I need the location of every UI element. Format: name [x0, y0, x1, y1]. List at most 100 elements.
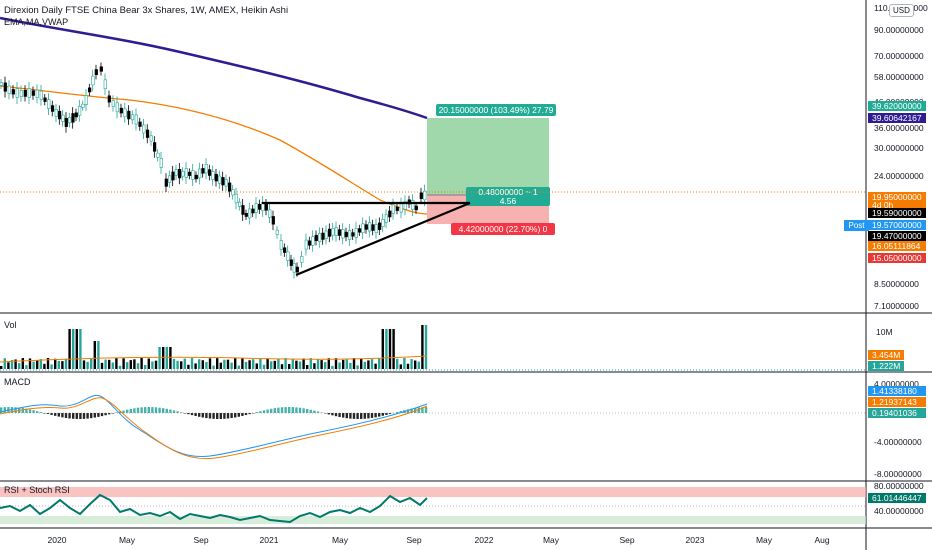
candle-body	[168, 175, 172, 183]
candle-body	[130, 114, 135, 121]
macd-axis[interactable]: 4.00000000 -4.00000000 -8.00000000 1.413381…	[868, 379, 926, 479]
macd-histogram-bar	[262, 410, 266, 413]
macd-histogram-bar	[158, 407, 161, 413]
price-tag-box	[868, 220, 926, 230]
candle-body	[271, 216, 275, 225]
volume-bars[interactable]	[0, 325, 428, 369]
macd-histogram-bar	[288, 407, 291, 413]
macd-histogram-bar	[172, 410, 176, 413]
volume-pane-label[interactable]: Vol	[4, 320, 17, 330]
macd-histogram-bar	[162, 408, 165, 413]
macd-histogram-bar	[374, 413, 377, 418]
volume-bar	[345, 359, 348, 369]
candle-body	[238, 201, 242, 207]
candle-body	[334, 227, 338, 237]
long-position-tool[interactable]: 20.15000000 (103.49%) 27.79 0.48000000 ~…	[427, 104, 556, 235]
rsi-pane-label[interactable]: RSI + Stoch RSI	[4, 485, 70, 495]
indicator-legend[interactable]: EMA,MA,VWAP	[4, 17, 69, 27]
volume-bar	[43, 363, 46, 369]
ema-line[interactable]	[0, 16, 428, 120]
rsi-line[interactable]	[0, 493, 428, 524]
macd-pane-label[interactable]: MACD	[4, 377, 31, 387]
volume-bar	[50, 364, 53, 369]
ma-line[interactable]	[0, 85, 428, 215]
macd-histogram-bar	[169, 409, 172, 413]
volume-bar	[417, 361, 420, 369]
candle-body	[419, 192, 423, 199]
time-tick-label: May	[119, 535, 136, 545]
candle-body	[184, 168, 188, 178]
candle-body	[368, 222, 372, 232]
volume-bar	[118, 365, 122, 369]
candle-body	[289, 259, 293, 266]
candle-body	[258, 203, 262, 210]
volume-bar	[284, 358, 287, 369]
volume-bar	[410, 359, 413, 369]
candle-body	[99, 66, 103, 72]
macd-histogram-bar	[345, 413, 348, 419]
macd-histogram-bar	[14, 407, 17, 413]
candle-body	[211, 171, 215, 180]
macd-histogram-bar	[356, 413, 359, 419]
candle-body	[321, 232, 325, 240]
triangle-pattern[interactable]	[262, 201, 471, 277]
macd-histogram-bar	[28, 409, 32, 413]
macd-histogram-bar	[126, 409, 129, 413]
macd-histogram-bar	[64, 413, 68, 418]
time-axis[interactable]: 2020 May Sep 2021 May Sep 2022 May Sep 2023 May Aug	[48, 535, 830, 545]
signal-line[interactable]	[0, 397, 428, 460]
volume-bar	[14, 359, 17, 369]
volume-bar	[331, 365, 334, 369]
volume-bar	[216, 358, 219, 369]
rsi-oversold-band	[0, 516, 866, 524]
macd-tag-label: 1.41338180	[872, 386, 917, 396]
macd-histogram-bar	[417, 407, 420, 413]
macd-histogram-bar	[97, 413, 100, 417]
macd-histogram-bar	[140, 407, 143, 413]
volume-bar	[219, 362, 222, 369]
candle-body	[164, 178, 168, 187]
volume-tick-label: 10M	[876, 327, 893, 337]
candle-body	[181, 171, 185, 177]
volume-bar	[61, 361, 64, 369]
macd-histogram-bar	[302, 408, 305, 413]
volume-bar	[273, 360, 276, 369]
volume-bar	[133, 359, 136, 369]
rsi-axis[interactable]: 80.00000000 40.00000000 61.01446447	[868, 481, 926, 516]
volume-bar	[288, 363, 291, 369]
candle-body	[244, 213, 248, 217]
candle-body	[50, 105, 55, 112]
volume-bar	[306, 365, 309, 369]
volume-bar	[36, 360, 39, 369]
candle-body	[341, 229, 345, 239]
macd-histogram-bar	[205, 413, 208, 419]
price-axis[interactable]: 110.0000000090.0000000070.0000000058.000…	[874, 3, 928, 311]
support-trendline[interactable]	[295, 201, 471, 277]
macd-histogram-bar	[399, 411, 402, 413]
macd-histogram-bar	[165, 408, 168, 413]
macd-histogram-bar	[50, 413, 53, 415]
macd-histogram-bar	[226, 413, 230, 419]
volume-bar	[126, 362, 129, 369]
macd-tick-label: 4.00000000	[874, 379, 919, 389]
macd-histogram-bar	[100, 413, 104, 417]
candle-body	[231, 189, 235, 196]
volume-bar	[406, 363, 410, 369]
profit-zone[interactable]	[427, 118, 549, 195]
macd-histogram-bar	[21, 408, 24, 413]
volume-bar	[313, 363, 316, 369]
volume-bar	[57, 360, 60, 369]
volume-bar	[295, 360, 298, 369]
volume-tag-box	[868, 361, 904, 371]
candle-body	[308, 240, 312, 246]
volume-bar	[266, 358, 269, 369]
candle-body	[61, 114, 65, 122]
macd-histogram-bar	[241, 413, 244, 416]
candle-body	[78, 106, 82, 116]
currency-button[interactable]: USD	[889, 4, 914, 17]
time-tick-label: May	[756, 535, 773, 545]
candles-group[interactable]	[0, 62, 427, 279]
